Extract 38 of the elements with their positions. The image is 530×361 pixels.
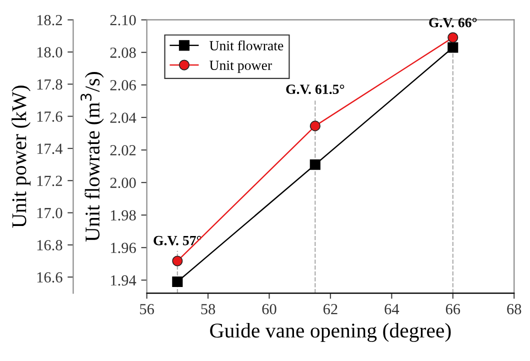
y2-tick-label: 17.8 <box>37 79 62 90</box>
y2-tick-label: 17.2 <box>37 176 62 186</box>
y2-tick-label: 16.8 <box>37 240 62 250</box>
point <box>448 32 458 43</box>
x-axis-title: Guide vane opening (degree) <box>210 322 451 342</box>
x-tick-label: 64 <box>384 304 400 314</box>
y-tick-label: 2.04 <box>110 112 136 123</box>
y-tick-label: 1.96 <box>111 242 136 254</box>
y-tick-label: 2.10 <box>110 14 136 26</box>
y-tick-label: 2.02 <box>110 145 136 156</box>
y2-axis-title: Unit power (kW) <box>12 86 30 228</box>
x-tick-label: 60 <box>262 304 276 314</box>
y2-tick-label: 16.6 <box>37 272 62 283</box>
y2-tick-label: 18.2 <box>37 14 62 26</box>
y-tick-label: 2.00 <box>110 178 136 188</box>
legend-label: Unit power <box>210 60 272 73</box>
annotation: G.V. 66° <box>429 18 477 28</box>
legend-label: Unit flowrate <box>210 40 284 50</box>
point <box>310 120 320 132</box>
y2-tick-label: 17.6 <box>37 111 62 122</box>
y2-tick-label: 18.0 <box>37 47 62 58</box>
y2-tick-label: 17.4 <box>37 144 63 154</box>
point <box>172 256 183 266</box>
point <box>172 276 183 288</box>
point <box>310 159 320 170</box>
y2-tick-label: 17.0 <box>37 208 62 218</box>
point <box>448 42 458 53</box>
y-tick-label: 2.06 <box>110 80 136 90</box>
x-tick-label: 58 <box>201 304 216 314</box>
y-tick-label: 1.98 <box>111 210 136 221</box>
x-tick-label: 56 <box>140 304 154 314</box>
y-axis-title: Unit flowrate (m$^{3}$/s) <box>80 72 104 242</box>
x-tick-label: 68 <box>507 304 522 314</box>
y-tick-label: 2.08 <box>110 48 136 58</box>
x-tick-label: 66 <box>446 304 460 314</box>
x-tick-label: 62 <box>323 304 338 314</box>
annotation: G.V. 61.5° <box>286 84 344 94</box>
y-tick-label: 1.94 <box>111 275 136 286</box>
